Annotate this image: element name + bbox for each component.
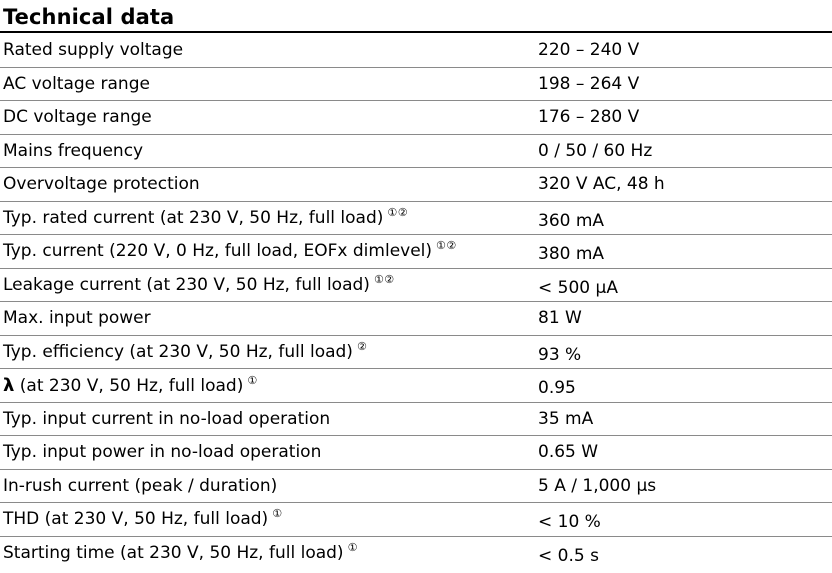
footnote-marker: ① bbox=[272, 507, 283, 520]
row-value: 93 % bbox=[538, 344, 582, 365]
table-row: AC voltage range 198 – 264 V bbox=[0, 68, 832, 101]
table-row: DC voltage range 176 – 280 V bbox=[0, 101, 832, 135]
table-row: Leakage current (at 230 V, 50 Hz, full l… bbox=[0, 269, 832, 302]
row-value: 0.65 W bbox=[538, 442, 599, 462]
table-row: Starting time (at 230 V, 50 Hz, full loa… bbox=[0, 537, 832, 571]
row-value: 220 – 240 V bbox=[538, 40, 640, 60]
footnote-marker: ①② bbox=[387, 205, 409, 219]
table-row: In-rush current (peak / duration) 5 A / … bbox=[0, 470, 832, 503]
row-label: Typ. current (220 V, 0 Hz, full load, EO… bbox=[3, 239, 457, 261]
row-label: DC voltage range bbox=[3, 107, 152, 127]
row-label: Typ. input power in no-load operation bbox=[3, 442, 322, 462]
section-title: Technical data bbox=[3, 5, 175, 29]
table-row: Typ. input current in no-load operation … bbox=[0, 403, 832, 436]
table-row: Rated supply voltage 220 – 240 V bbox=[0, 34, 832, 68]
table-row: Overvoltage protection 320 V AC, 48 h bbox=[0, 168, 832, 202]
footnote-marker: ① bbox=[247, 374, 258, 387]
row-label: Overvoltage protection bbox=[3, 174, 200, 194]
table-row: Typ. efficiency (at 230 V, 50 Hz, full l… bbox=[0, 336, 832, 369]
row-value: 35 mA bbox=[538, 408, 594, 429]
row-value: < 10 % bbox=[538, 512, 601, 532]
title-divider bbox=[0, 31, 832, 33]
table-row: Typ. input power in no-load operation 0.… bbox=[0, 436, 832, 470]
table-row: Mains frequency 0 / 50 / 60 Hz bbox=[0, 135, 832, 168]
footnote-marker: ② bbox=[356, 339, 368, 353]
table-row: THD (at 230 V, 50 Hz, full load) ① < 10 % bbox=[0, 503, 832, 537]
row-value: 360 mA bbox=[538, 210, 605, 231]
row-label: λ (at 230 V, 50 Hz, full load) ① bbox=[3, 374, 258, 396]
row-value: 0 / 50 / 60 Hz bbox=[538, 140, 653, 161]
row-label: In-rush current (peak / duration) bbox=[3, 475, 278, 496]
row-label: AC voltage range bbox=[3, 73, 150, 94]
row-label: Typ. efficiency (at 230 V, 50 Hz, full l… bbox=[3, 339, 368, 362]
row-value: 176 – 280 V bbox=[538, 107, 640, 127]
row-label: THD (at 230 V, 50 Hz, full load) ① bbox=[3, 507, 283, 529]
footnote-marker: ①② bbox=[436, 239, 457, 252]
row-value: 198 – 264 V bbox=[538, 73, 640, 94]
row-label: Starting time (at 230 V, 50 Hz, full loa… bbox=[3, 540, 358, 563]
row-label: Leakage current (at 230 V, 50 Hz, full l… bbox=[3, 272, 395, 295]
row-value: 81 W bbox=[538, 308, 582, 328]
row-label: Typ. rated current (at 230 V, 50 Hz, ful… bbox=[3, 205, 409, 228]
row-label: Rated supply voltage bbox=[3, 40, 184, 60]
table-row: λ (at 230 V, 50 Hz, full load) ① 0.95 bbox=[0, 369, 832, 403]
lambda-symbol: λ bbox=[3, 375, 15, 396]
technical-data-table: Rated supply voltage 220 – 240 V AC volt… bbox=[0, 34, 832, 570]
footnote-marker: ① bbox=[347, 540, 358, 554]
row-label: Typ. input current in no-load operation bbox=[3, 408, 331, 429]
table-row: Max. input power 81 W bbox=[0, 302, 832, 336]
row-value: 380 mA bbox=[538, 244, 605, 264]
footnote-marker: ①② bbox=[373, 272, 395, 286]
table-row: Typ. current (220 V, 0 Hz, full load, EO… bbox=[0, 235, 832, 269]
row-value: 0.95 bbox=[538, 378, 576, 398]
row-value: 320 V AC, 48 h bbox=[538, 174, 665, 194]
row-label: Mains frequency bbox=[3, 140, 144, 161]
row-value: < 500 μA bbox=[538, 277, 618, 298]
row-label: Max. input power bbox=[3, 308, 151, 328]
row-value: 5 A / 1,000 μs bbox=[538, 475, 657, 496]
row-value: < 0.5 s bbox=[538, 545, 599, 566]
table-row: Typ. rated current (at 230 V, 50 Hz, ful… bbox=[0, 202, 832, 235]
